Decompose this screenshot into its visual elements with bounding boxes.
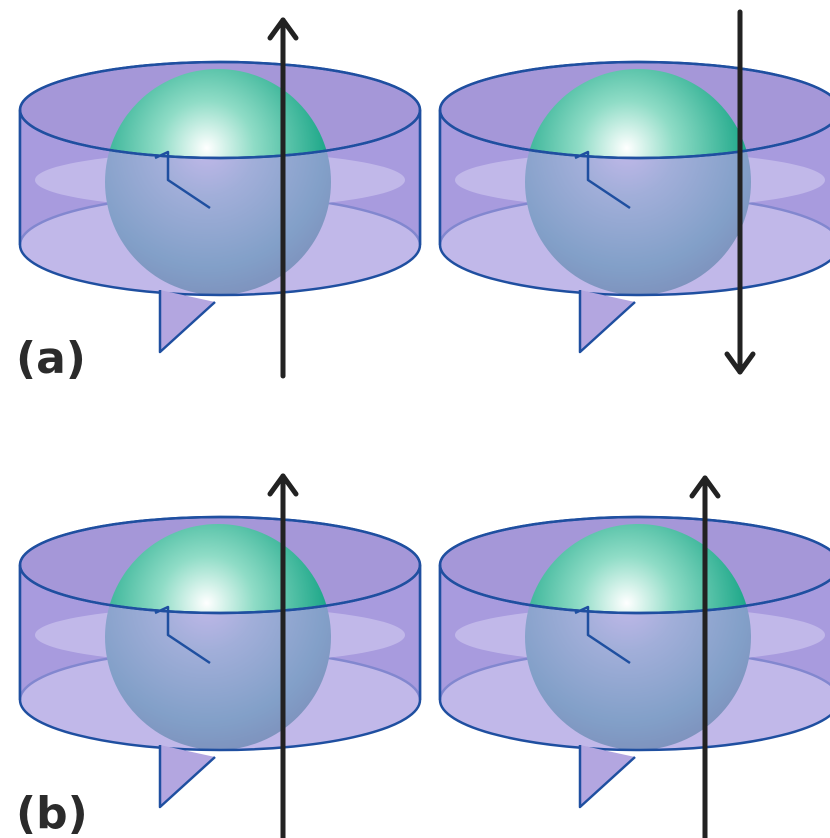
- spin-ring: [20, 62, 420, 352]
- spin-ring: [440, 517, 830, 807]
- spin-diagram: (a) (b): [0, 0, 830, 838]
- page: (a) (b) (() => { const data = JSON.parse…: [0, 0, 830, 838]
- spin-ring: [20, 517, 420, 807]
- panel-label: (a): [16, 333, 86, 384]
- spin-ring: [440, 62, 830, 352]
- panel-label: (b): [16, 788, 88, 838]
